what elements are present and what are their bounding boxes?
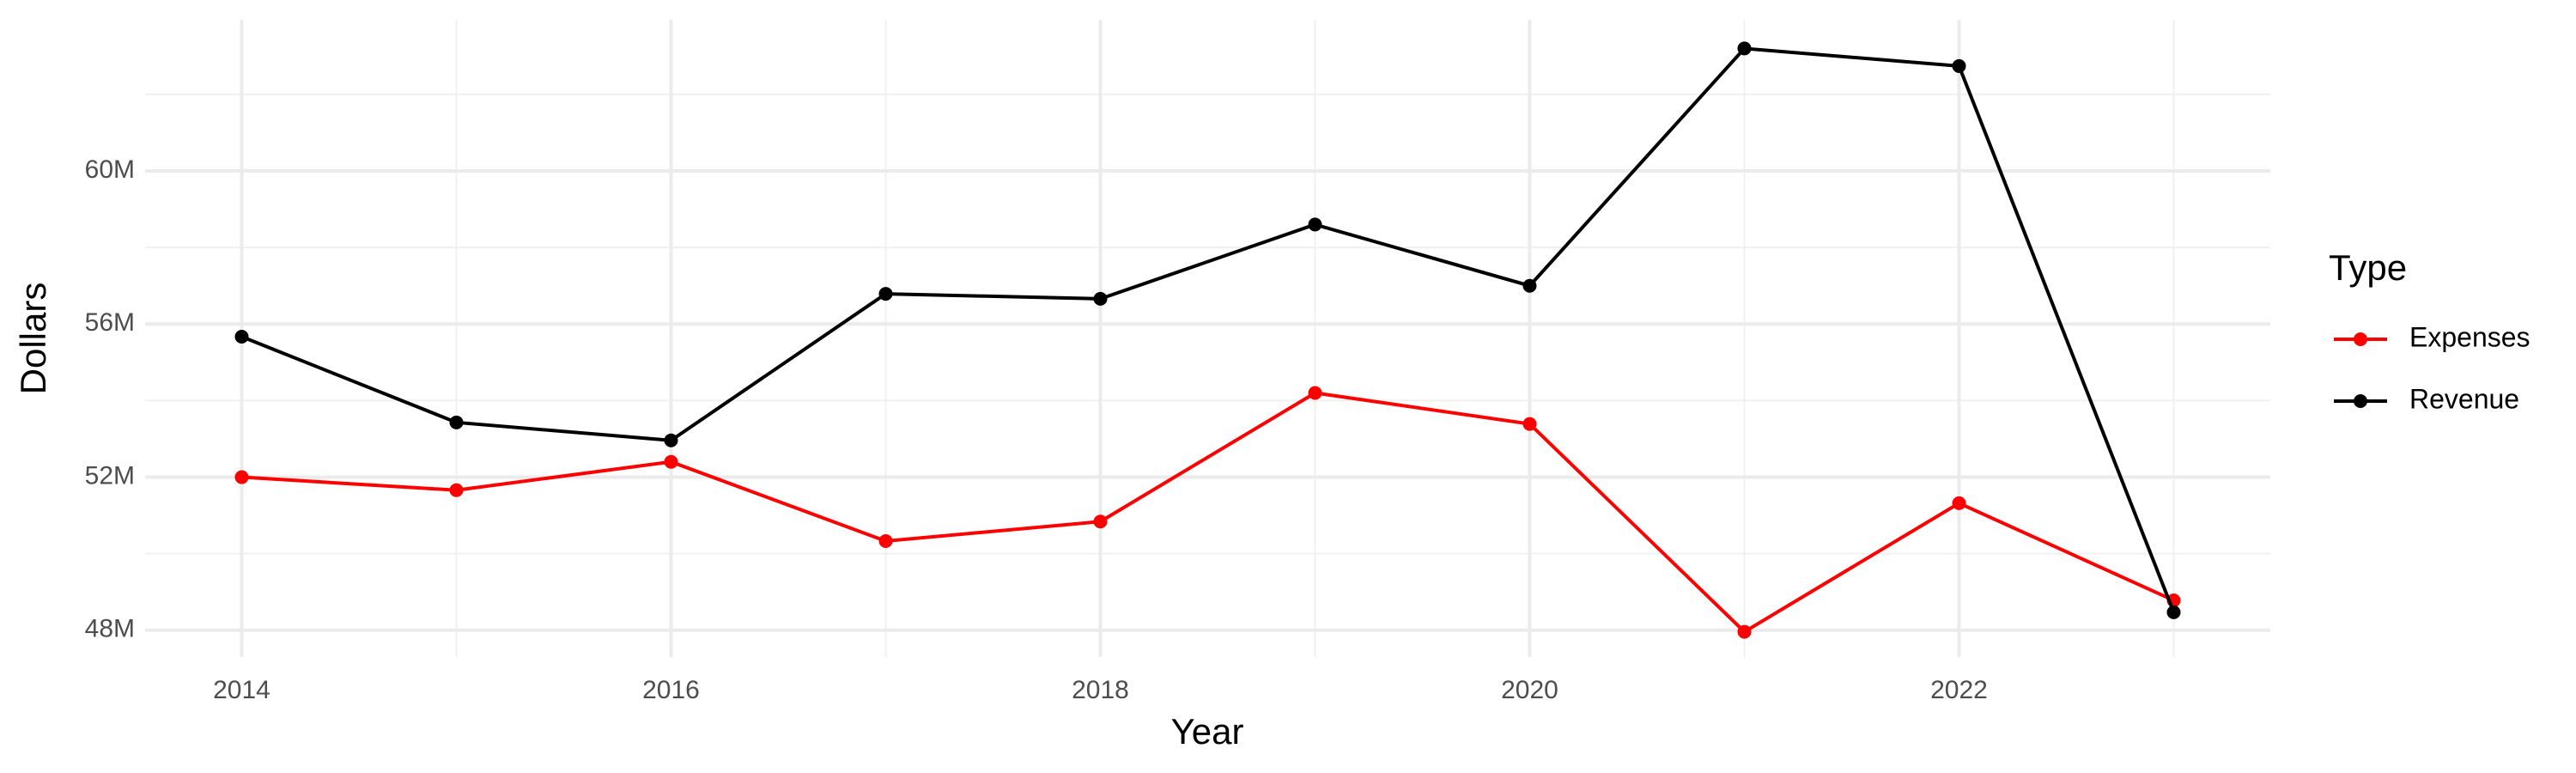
data-point [1308, 386, 1322, 400]
data-point [234, 470, 249, 484]
data-point [234, 329, 249, 344]
data-point [1093, 291, 1108, 306]
y-tick-label: 56M [85, 308, 135, 337]
data-point [1952, 58, 1966, 73]
series-line [241, 391, 2175, 635]
data-point [1093, 514, 1108, 529]
y-tick-label: 48M [85, 615, 135, 643]
data-point [878, 533, 893, 548]
x-tick-label: 2016 [642, 676, 700, 704]
y-tick-label: 60M [85, 155, 135, 184]
data-point [1522, 417, 1537, 431]
x-tick-label: 2014 [213, 676, 270, 704]
data-point [449, 415, 464, 429]
y-axis-title: Dollars [13, 283, 53, 395]
data-point [664, 454, 678, 469]
legend-label: Revenue [2409, 383, 2519, 414]
data-point [1522, 278, 1537, 293]
data-point [878, 287, 893, 301]
x-tick-label: 2022 [1930, 676, 1988, 704]
x-tick-label: 2020 [1501, 676, 1558, 704]
x-axis-title: Year [1171, 711, 1244, 752]
data-point [449, 483, 464, 497]
data-point [1952, 496, 1966, 510]
y-tick-label: 52M [85, 461, 135, 490]
legend-title: Type [2329, 247, 2407, 288]
legend-label: Expenses [2409, 321, 2530, 352]
data-point [1737, 624, 1752, 639]
data-point [1737, 41, 1752, 56]
data-point [2166, 605, 2181, 619]
data-point [664, 433, 678, 447]
data-point [1308, 217, 1322, 232]
x-tick-label: 2018 [1072, 676, 1129, 704]
series-line [240, 46, 2176, 613]
legend-key-point [2354, 394, 2367, 408]
legend-key-point [2354, 332, 2367, 346]
